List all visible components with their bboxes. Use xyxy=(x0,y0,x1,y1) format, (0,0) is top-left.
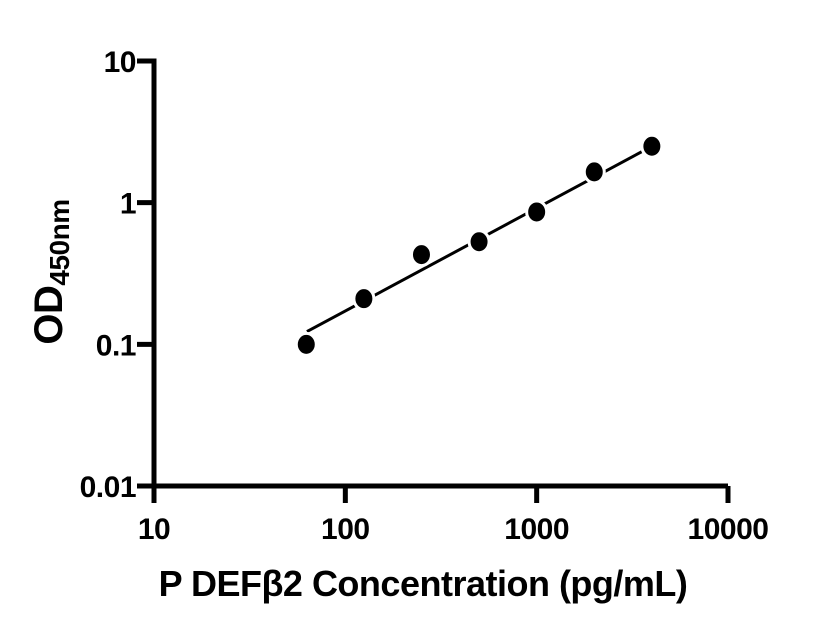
x-tick-label: 10000 xyxy=(688,513,769,546)
y-tick-label: 10 xyxy=(104,46,136,79)
x-axis-title: P DEFβ2 Concentration (pg/mL) xyxy=(159,563,688,604)
data-point xyxy=(352,286,376,312)
x-tick-label: 100 xyxy=(321,513,370,546)
data-point xyxy=(582,159,606,185)
data-point xyxy=(467,229,491,255)
data-point xyxy=(525,199,549,225)
x-tick-label: 10 xyxy=(138,513,170,546)
y-tick-label: 0.1 xyxy=(96,329,136,362)
axis-spine xyxy=(151,58,728,489)
data-point xyxy=(294,331,318,357)
plot-area: 10 100 1000 10000 10 1 0.1 0.01 xyxy=(80,46,769,546)
y-axis-title-subscript: 450nm xyxy=(44,199,75,285)
data-point xyxy=(640,133,664,159)
x-tick-label: 1000 xyxy=(504,513,569,546)
data-point xyxy=(409,242,433,268)
y-tick-label: 0.01 xyxy=(80,471,136,504)
y-tick-label: 1 xyxy=(120,188,136,221)
y-axis-title-main: OD xyxy=(27,286,71,345)
y-axis-title: OD450nm xyxy=(27,199,75,344)
